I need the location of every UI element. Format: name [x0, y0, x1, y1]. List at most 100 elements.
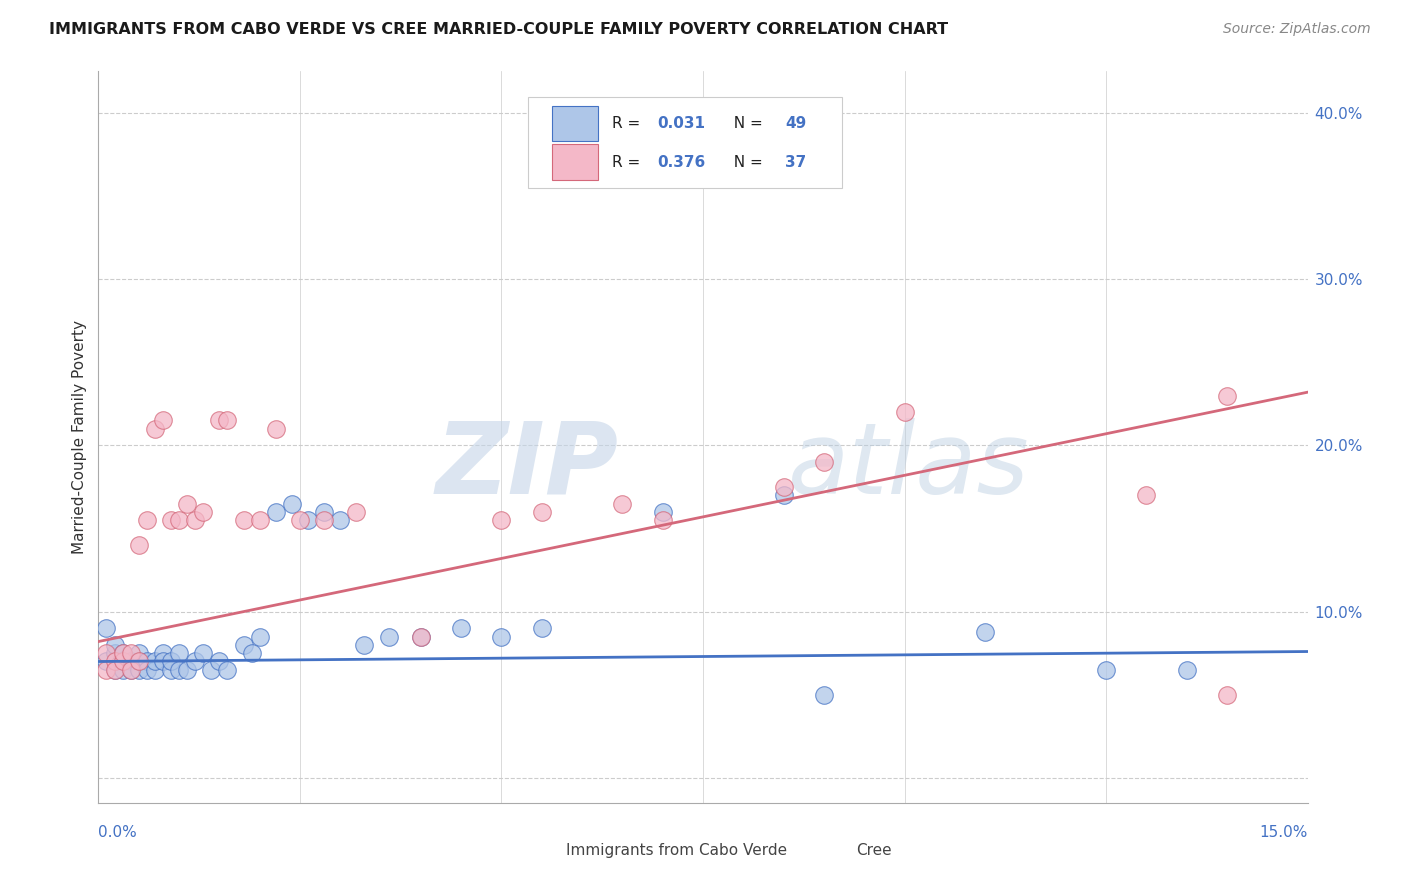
- Point: [135, 663, 157, 677]
- Text: Immigrants from Cabo Verde: Immigrants from Cabo Verde: [567, 843, 787, 858]
- Text: R =: R =: [613, 116, 645, 131]
- Point: [184, 513, 207, 527]
- Point: [167, 646, 190, 660]
- Point: [111, 646, 134, 660]
- Text: 0.0%: 0.0%: [98, 825, 138, 839]
- Point: [651, 513, 673, 527]
- Point: [264, 505, 287, 519]
- Point: [143, 663, 166, 677]
- Text: 0.376: 0.376: [657, 154, 706, 169]
- Text: 37: 37: [785, 154, 807, 169]
- Point: [120, 646, 142, 660]
- Point: [217, 663, 239, 677]
- Point: [103, 646, 125, 660]
- Point: [409, 630, 432, 644]
- Point: [103, 663, 125, 677]
- Point: [264, 422, 287, 436]
- Text: atlas: atlas: [787, 417, 1029, 515]
- Point: [612, 497, 634, 511]
- Point: [530, 621, 553, 635]
- Point: [297, 513, 319, 527]
- Bar: [534, 843, 554, 858]
- Point: [974, 624, 997, 639]
- Point: [232, 513, 254, 527]
- Point: [128, 646, 150, 660]
- Point: [120, 663, 142, 677]
- Point: [103, 638, 125, 652]
- Point: [813, 455, 835, 469]
- Bar: [553, 145, 598, 179]
- Point: [111, 663, 134, 677]
- Point: [314, 513, 336, 527]
- Point: [96, 655, 118, 669]
- Point: [409, 630, 432, 644]
- Text: Cree: Cree: [856, 843, 893, 858]
- Point: [208, 655, 231, 669]
- Point: [651, 505, 673, 519]
- Point: [344, 505, 367, 519]
- Point: [1216, 388, 1239, 402]
- Point: [135, 513, 157, 527]
- Point: [96, 621, 118, 635]
- Point: [120, 663, 142, 677]
- Point: [288, 513, 311, 527]
- Point: [111, 655, 134, 669]
- Point: [377, 630, 399, 644]
- Point: [893, 405, 915, 419]
- Point: [232, 638, 254, 652]
- Point: [314, 505, 336, 519]
- Point: [103, 655, 125, 669]
- Point: [152, 655, 174, 669]
- Point: [450, 621, 472, 635]
- Point: [208, 413, 231, 427]
- Point: [1175, 663, 1198, 677]
- Point: [111, 646, 134, 660]
- Point: [1135, 488, 1157, 502]
- Point: [217, 413, 239, 427]
- Text: 49: 49: [785, 116, 807, 131]
- Text: IMMIGRANTS FROM CABO VERDE VS CREE MARRIED-COUPLE FAMILY POVERTY CORRELATION CHA: IMMIGRANTS FROM CABO VERDE VS CREE MARRI…: [49, 22, 948, 37]
- Point: [128, 655, 150, 669]
- Point: [160, 663, 183, 677]
- Bar: [824, 843, 845, 858]
- Point: [530, 505, 553, 519]
- Point: [111, 655, 134, 669]
- Point: [491, 513, 513, 527]
- Text: ZIP: ZIP: [436, 417, 619, 515]
- Text: N =: N =: [724, 116, 768, 131]
- Point: [103, 663, 125, 677]
- Text: N =: N =: [724, 154, 768, 169]
- Text: 0.031: 0.031: [657, 116, 704, 131]
- Point: [143, 655, 166, 669]
- Point: [128, 663, 150, 677]
- FancyBboxPatch shape: [527, 97, 842, 188]
- Bar: [553, 106, 598, 141]
- Point: [491, 630, 513, 644]
- Text: Source: ZipAtlas.com: Source: ZipAtlas.com: [1223, 22, 1371, 37]
- Point: [128, 538, 150, 552]
- Point: [152, 413, 174, 427]
- Point: [176, 497, 198, 511]
- Point: [160, 513, 183, 527]
- Point: [772, 480, 794, 494]
- Point: [167, 663, 190, 677]
- Point: [249, 513, 271, 527]
- Y-axis label: Married-Couple Family Poverty: Married-Couple Family Poverty: [72, 320, 87, 554]
- Point: [96, 663, 118, 677]
- Point: [329, 513, 352, 527]
- Point: [128, 655, 150, 669]
- Point: [813, 688, 835, 702]
- Point: [1216, 688, 1239, 702]
- Point: [135, 655, 157, 669]
- Point: [200, 663, 222, 677]
- Point: [184, 655, 207, 669]
- Point: [176, 663, 198, 677]
- Point: [281, 497, 304, 511]
- Point: [152, 646, 174, 660]
- Text: R =: R =: [613, 154, 645, 169]
- Point: [193, 646, 215, 660]
- Point: [193, 505, 215, 519]
- Point: [353, 638, 375, 652]
- Point: [249, 630, 271, 644]
- Point: [120, 655, 142, 669]
